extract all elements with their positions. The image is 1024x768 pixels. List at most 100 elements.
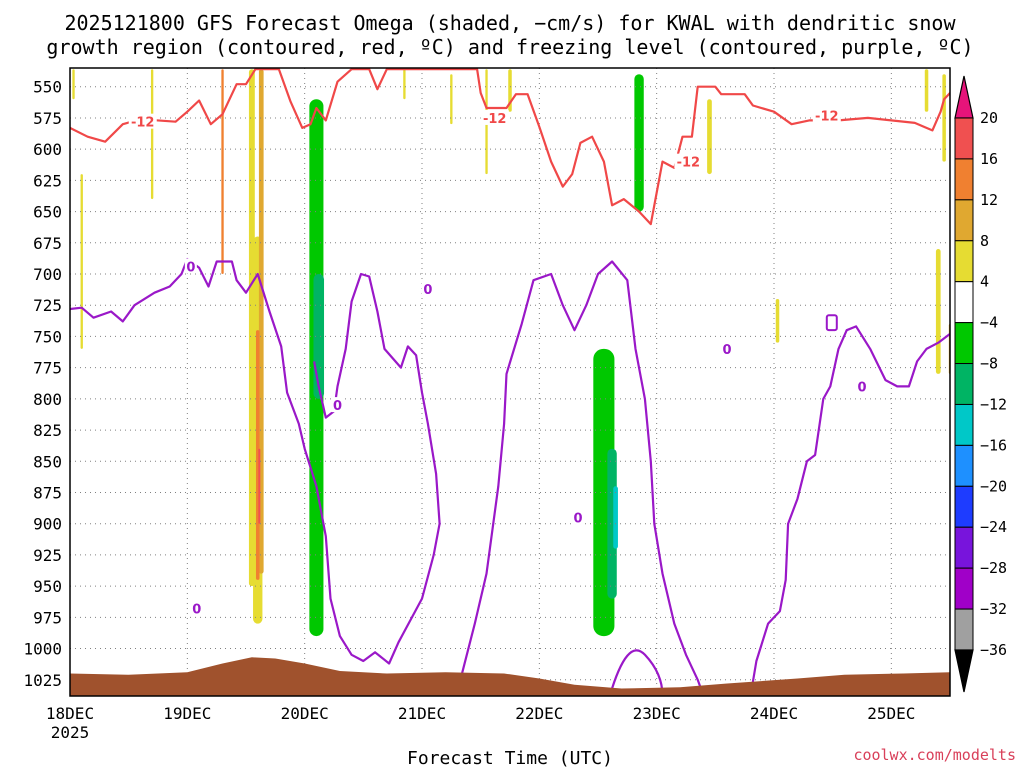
omega-feature-1 bbox=[268, 69, 283, 649]
colorbar-tick-label-12: −32 bbox=[980, 600, 1007, 618]
colorbar: 20 16 12 8 4 −4 −8 −12 −16 −20 −24 −28 −32 −36 bbox=[954, 75, 1007, 693]
colorbar-band-7 bbox=[954, 403, 974, 446]
y-tick-label-950: 950 bbox=[33, 577, 62, 596]
y-axis-tick-labels: 550 575 600 625 650 675 700 725 750 775 800 825 850 8… bbox=[23, 78, 62, 690]
colorbar-band-0 bbox=[954, 117, 974, 160]
contour-label-bg-8 bbox=[572, 509, 585, 525]
y-tick-label-625: 625 bbox=[33, 171, 62, 190]
omega-feature-10 bbox=[607, 448, 617, 599]
freezing-level-contour-1 bbox=[70, 257, 441, 665]
y-tick-label-925: 925 bbox=[33, 546, 62, 565]
y-tick-label-750: 750 bbox=[33, 327, 62, 346]
y-tick-label-650: 650 bbox=[33, 203, 62, 222]
contour-label-bg-7 bbox=[190, 600, 203, 616]
colorbar-over-triangle bbox=[954, 75, 974, 119]
y-tick-label-775: 775 bbox=[33, 359, 62, 378]
x-tick-label-24dec: 24DEC bbox=[750, 704, 798, 723]
colorbar-band-3 bbox=[954, 240, 974, 283]
omega-feature-23 bbox=[258, 448, 261, 524]
colorbar-tick-label-2: 12 bbox=[980, 191, 998, 209]
colorbar-band-12 bbox=[954, 608, 974, 651]
omega-shading bbox=[72, 69, 954, 655]
omega-feature-7 bbox=[551, 99, 587, 630]
contour-label-bg-2 bbox=[674, 153, 703, 169]
colorbar-band-1 bbox=[954, 158, 974, 201]
freezing-level-contour-3 bbox=[749, 325, 950, 696]
colorbar-tick-label-5: −4 bbox=[980, 314, 998, 332]
omega-feature-12 bbox=[634, 74, 644, 212]
omega-feature-13 bbox=[710, 473, 721, 618]
contour-label-0: -12 bbox=[131, 116, 155, 131]
colorbar-band-4 bbox=[954, 281, 974, 324]
contour-label-7: 0 bbox=[192, 603, 201, 618]
x-axis-tick-labels: 18DEC 19DEC 20DEC 21DEC 22DEC 23DEC 24DEC 25DEC bbox=[46, 704, 916, 723]
credit-label: coolwx.com/modelts bbox=[853, 746, 1016, 764]
contour-label-9: 0 bbox=[723, 343, 732, 358]
omega-feature-37 bbox=[450, 74, 453, 125]
y-tick-label-900: 900 bbox=[33, 515, 62, 534]
y-tick-label-700: 700 bbox=[33, 265, 62, 284]
omega-feature-35 bbox=[952, 69, 954, 99]
x-tick-label-20dec: 20DEC bbox=[281, 704, 329, 723]
omega-feature-30 bbox=[775, 298, 780, 343]
omega-feature-15 bbox=[718, 330, 724, 399]
contour-label-2: -12 bbox=[677, 156, 701, 171]
omega-feature-20 bbox=[258, 69, 264, 574]
colorbar-tick-label-10: −24 bbox=[980, 518, 1007, 536]
y-tick-label-875: 875 bbox=[33, 483, 62, 502]
terrain-surface bbox=[70, 657, 950, 696]
y-tick-label-800: 800 bbox=[33, 390, 62, 409]
contour-label-6: 0 bbox=[423, 283, 432, 298]
y-tick-label-975: 975 bbox=[33, 608, 62, 627]
y-tick-label-850: 850 bbox=[33, 452, 62, 471]
colorbar-tick-label-13: −36 bbox=[980, 641, 1007, 659]
x-tick-label-23dec: 23DEC bbox=[633, 704, 681, 723]
y-tick-label-550: 550 bbox=[33, 78, 62, 97]
omega-feature-26 bbox=[150, 69, 154, 200]
omega-feature-24 bbox=[72, 69, 75, 100]
contour-label-bg-9 bbox=[721, 340, 734, 356]
freezing-level-contour-island bbox=[825, 314, 838, 332]
contour-label-bg-6 bbox=[421, 280, 434, 296]
x-tick-label-25dec: 25DEC bbox=[867, 704, 915, 723]
omega-feature-33 bbox=[935, 249, 941, 374]
x-axis-label: Forecast Time (UTC) bbox=[407, 748, 613, 768]
colorbar-band-9 bbox=[954, 485, 974, 528]
x-tick-label-19dec: 19DEC bbox=[163, 704, 211, 723]
colorbar-band-5 bbox=[954, 322, 974, 365]
colorbar-tick-label-8: −16 bbox=[980, 436, 1007, 454]
colorbar-tick-label-0: 20 bbox=[980, 109, 998, 127]
freezing-level-contour-4 bbox=[608, 649, 664, 696]
x-tick-label-21dec: 21DEC bbox=[398, 704, 446, 723]
colorbar-band-10 bbox=[954, 526, 974, 569]
y-tick-label-675: 675 bbox=[33, 234, 62, 253]
contour-label-5: 0 bbox=[333, 399, 342, 414]
omega-feature-22 bbox=[221, 69, 224, 275]
contour-label-bg-10 bbox=[856, 378, 868, 394]
chart-title-line-1: 2025121800 GFS Forecast Omega (shaded, −… bbox=[64, 11, 956, 35]
colorbar-band-2 bbox=[954, 199, 974, 242]
terrain-fill bbox=[70, 657, 950, 696]
contour-label-4: 0 bbox=[186, 261, 195, 276]
contour-label-bg-5 bbox=[331, 397, 344, 413]
omega-feature-36 bbox=[403, 69, 406, 100]
contour-label-bg-0 bbox=[128, 113, 157, 129]
omega-feature-31 bbox=[924, 69, 929, 112]
omega-feature-6 bbox=[520, 69, 547, 599]
contour-label-10: 0 bbox=[857, 380, 866, 395]
y-tick-label-825: 825 bbox=[33, 421, 62, 440]
contour-label-bg-4 bbox=[184, 258, 197, 274]
colorbar-band-8 bbox=[954, 444, 974, 487]
y-tick-label-575: 575 bbox=[33, 109, 62, 128]
contour-label-3: -12 bbox=[815, 109, 839, 124]
omega-feature-32 bbox=[942, 74, 946, 162]
colorbar-tick-label-7: −12 bbox=[980, 395, 1007, 413]
x-axis-year: 2025 bbox=[51, 723, 90, 742]
y-tick-label-1000: 1000 bbox=[23, 640, 62, 659]
contour-label-1: -12 bbox=[483, 112, 507, 127]
colorbar-band-6 bbox=[954, 363, 974, 405]
omega-feature-11 bbox=[613, 486, 618, 549]
colorbar-tick-label-1: 16 bbox=[980, 150, 998, 168]
contour-label-bg-3 bbox=[812, 107, 841, 123]
